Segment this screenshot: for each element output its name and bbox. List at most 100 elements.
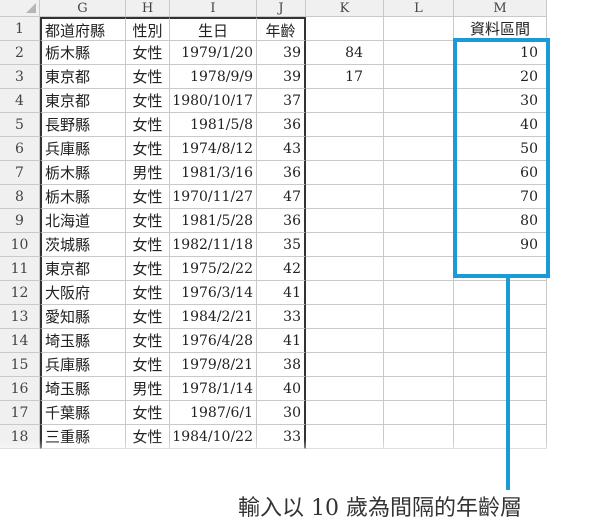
cell-i16[interactable]: 1978/1/14 bbox=[170, 377, 257, 401]
row-header[interactable]: 3 bbox=[0, 65, 40, 89]
column-header-k[interactable]: K bbox=[306, 0, 384, 17]
cell-l10[interactable] bbox=[384, 233, 454, 257]
cell-j12[interactable]: 41 bbox=[257, 281, 306, 305]
cell-g14[interactable]: 埼玉縣 bbox=[40, 329, 126, 353]
cell-k4[interactable] bbox=[306, 89, 384, 113]
cell-i9[interactable]: 1981/5/28 bbox=[170, 209, 257, 233]
row-header[interactable]: 1 bbox=[0, 17, 40, 41]
column-header-i[interactable]: I bbox=[170, 0, 257, 17]
cell-l6[interactable] bbox=[384, 137, 454, 161]
cell-g5[interactable]: 長野縣 bbox=[40, 113, 126, 137]
cell-i1[interactable]: 生日 bbox=[170, 17, 257, 41]
column-header-g[interactable]: G bbox=[40, 0, 126, 17]
cell-k6[interactable] bbox=[306, 137, 384, 161]
cell-i15[interactable]: 1979/8/21 bbox=[170, 353, 257, 377]
cell-h9[interactable]: 女性 bbox=[126, 209, 170, 233]
cell-m15[interactable] bbox=[454, 353, 547, 377]
cell-k5[interactable] bbox=[306, 113, 384, 137]
cell-m13[interactable] bbox=[454, 305, 547, 329]
cell-i12[interactable]: 1976/3/14 bbox=[170, 281, 257, 305]
cell-j16[interactable]: 40 bbox=[257, 377, 306, 401]
cell-j14[interactable]: 41 bbox=[257, 329, 306, 353]
cell-j5[interactable]: 36 bbox=[257, 113, 306, 137]
cell-j17[interactable]: 30 bbox=[257, 401, 306, 425]
cell-h16[interactable]: 男性 bbox=[126, 377, 170, 401]
cell-g8[interactable]: 栃木縣 bbox=[40, 185, 126, 209]
cell-j13[interactable]: 33 bbox=[257, 305, 306, 329]
cell-l5[interactable] bbox=[384, 113, 454, 137]
cell-h7[interactable]: 男性 bbox=[126, 161, 170, 185]
cell-l1[interactable] bbox=[384, 17, 454, 41]
cell-h2[interactable]: 女性 bbox=[126, 41, 170, 65]
column-header-l[interactable]: L bbox=[384, 0, 454, 17]
cell-i11[interactable]: 1975/2/22 bbox=[170, 257, 257, 281]
cell-g16[interactable]: 埼玉縣 bbox=[40, 377, 126, 401]
cell-l2[interactable] bbox=[384, 41, 454, 65]
row-header[interactable]: 15 bbox=[0, 353, 40, 377]
column-header-j[interactable]: J bbox=[257, 0, 306, 17]
cell-i3[interactable]: 1978/9/9 bbox=[170, 65, 257, 89]
row-header[interactable]: 17 bbox=[0, 401, 40, 425]
cell-m17[interactable] bbox=[454, 401, 547, 425]
cell-k3[interactable]: 17 bbox=[306, 65, 384, 89]
cell-g11[interactable]: 東京都 bbox=[40, 257, 126, 281]
cell-i7[interactable]: 1981/3/16 bbox=[170, 161, 257, 185]
cell-h1[interactable]: 性別 bbox=[126, 17, 170, 41]
row-header[interactable]: 12 bbox=[0, 281, 40, 305]
cell-g2[interactable]: 栃木縣 bbox=[40, 41, 126, 65]
cell-g9[interactable]: 北海道 bbox=[40, 209, 126, 233]
cell-i6[interactable]: 1974/8/12 bbox=[170, 137, 257, 161]
cell-j15[interactable]: 38 bbox=[257, 353, 306, 377]
cell-m16[interactable] bbox=[454, 377, 547, 401]
cell-k7[interactable] bbox=[306, 161, 384, 185]
cell-j1[interactable]: 年齡 bbox=[257, 17, 306, 41]
row-header[interactable]: 6 bbox=[0, 137, 40, 161]
cell-i17[interactable]: 1987/6/1 bbox=[170, 401, 257, 425]
cell-g15[interactable]: 兵庫縣 bbox=[40, 353, 126, 377]
cell-k2[interactable]: 84 bbox=[306, 41, 384, 65]
cell-i10[interactable]: 1982/11/18 bbox=[170, 233, 257, 257]
cell-m12[interactable] bbox=[454, 281, 547, 305]
cell-k1[interactable] bbox=[306, 17, 384, 41]
cell-j4[interactable]: 37 bbox=[257, 89, 306, 113]
cell-l14[interactable] bbox=[384, 329, 454, 353]
cell-k12[interactable] bbox=[306, 281, 384, 305]
select-all-corner[interactable] bbox=[0, 0, 40, 17]
cell-g12[interactable]: 大阪府 bbox=[40, 281, 126, 305]
cell-i13[interactable]: 1984/2/21 bbox=[170, 305, 257, 329]
cell-k11[interactable] bbox=[306, 257, 384, 281]
row-header[interactable]: 10 bbox=[0, 233, 40, 257]
row-header[interactable]: 2 bbox=[0, 41, 40, 65]
row-header[interactable]: 5 bbox=[0, 113, 40, 137]
cell-h5[interactable]: 女性 bbox=[126, 113, 170, 137]
cell-l17[interactable] bbox=[384, 401, 454, 425]
cell-h6[interactable]: 女性 bbox=[126, 137, 170, 161]
cell-i5[interactable]: 1981/5/8 bbox=[170, 113, 257, 137]
cell-j3[interactable]: 39 bbox=[257, 65, 306, 89]
cell-i14[interactable]: 1976/4/28 bbox=[170, 329, 257, 353]
cell-i2[interactable]: 1979/1/20 bbox=[170, 41, 257, 65]
cell-i8[interactable]: 1970/11/27 bbox=[170, 185, 257, 209]
cell-l11[interactable] bbox=[384, 257, 454, 281]
cell-g3[interactable]: 東京都 bbox=[40, 65, 126, 89]
cell-g6[interactable]: 兵庫縣 bbox=[40, 137, 126, 161]
cell-j11[interactable]: 42 bbox=[257, 257, 306, 281]
cell-l12[interactable] bbox=[384, 281, 454, 305]
cell-k14[interactable] bbox=[306, 329, 384, 353]
cell-g7[interactable]: 栃木縣 bbox=[40, 161, 126, 185]
cell-j8[interactable]: 47 bbox=[257, 185, 306, 209]
cell-k10[interactable] bbox=[306, 233, 384, 257]
cell-k9[interactable] bbox=[306, 209, 384, 233]
cell-h14[interactable]: 女性 bbox=[126, 329, 170, 353]
cell-k15[interactable] bbox=[306, 353, 384, 377]
cell-h15[interactable]: 女性 bbox=[126, 353, 170, 377]
cell-g4[interactable]: 東京都 bbox=[40, 89, 126, 113]
cell-g10[interactable]: 茨城縣 bbox=[40, 233, 126, 257]
cell-h3[interactable]: 女性 bbox=[126, 65, 170, 89]
cell-h12[interactable]: 女性 bbox=[126, 281, 170, 305]
cell-k13[interactable] bbox=[306, 305, 384, 329]
cell-h13[interactable]: 女性 bbox=[126, 305, 170, 329]
cell-l7[interactable] bbox=[384, 161, 454, 185]
cell-l4[interactable] bbox=[384, 89, 454, 113]
cell-k8[interactable] bbox=[306, 185, 384, 209]
